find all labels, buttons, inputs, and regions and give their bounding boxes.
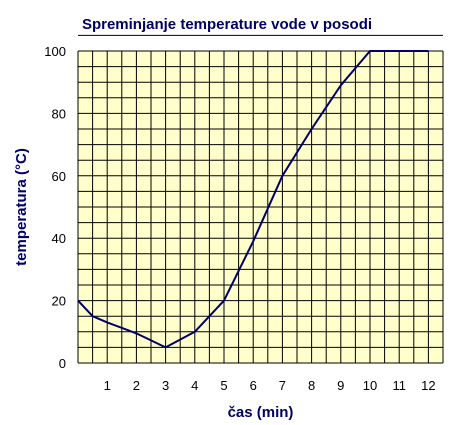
x-tick-label: 9 (337, 378, 344, 393)
series (77, 50, 429, 349)
y-tick-label: 0 (59, 356, 66, 371)
x-tick-label: 6 (250, 378, 257, 393)
x-tick-label: 3 (162, 378, 169, 393)
x-tick-label: 12 (421, 378, 435, 393)
y-tick-label: 60 (52, 169, 66, 184)
x-tick-label: 10 (363, 378, 377, 393)
chart-title: Spreminjanje temperature vode v posodi (81, 16, 373, 33)
x-tick-label: 8 (308, 378, 315, 393)
y-tick-label: 20 (52, 294, 66, 309)
y-tick-label: 80 (52, 106, 66, 121)
y-tick-labels: 0 20 40 60 80 100 (44, 44, 66, 371)
y-tick-label: 100 (44, 44, 66, 59)
x-tick-label: 7 (279, 378, 286, 393)
x-tick-label: 5 (220, 378, 227, 393)
x-tick-label: 11 (392, 378, 406, 393)
x-tick-labels: 1 2 3 4 5 6 7 8 9 10 11 12 (104, 378, 436, 393)
x-axis-title: čas (min) (228, 404, 294, 421)
y-axis-title: temperatura (°C) (13, 148, 30, 266)
axes (77, 51, 443, 364)
y-tick-label: 40 (52, 231, 66, 246)
x-tick-label: 1 (104, 378, 111, 393)
series-line (77, 50, 429, 349)
x-tick-label: 2 (133, 378, 140, 393)
x-tick-label: 4 (191, 378, 198, 393)
